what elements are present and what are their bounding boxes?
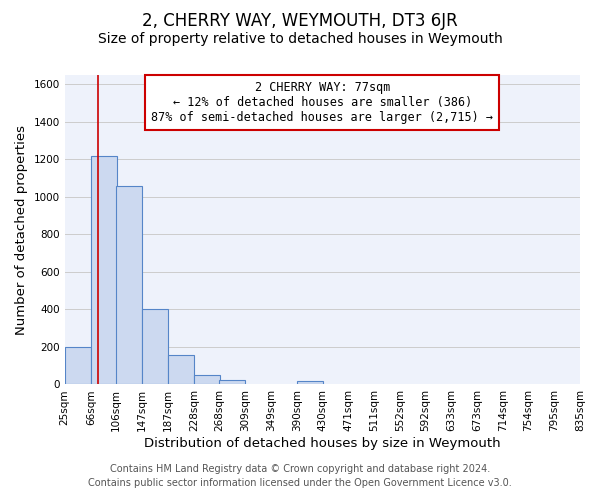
Bar (168, 356, 194, 384)
Text: Contains HM Land Registry data © Crown copyright and database right 2024.
Contai: Contains HM Land Registry data © Crown c… (88, 464, 512, 487)
Bar (65, 347, 91, 385)
Y-axis label: Number of detached properties: Number of detached properties (15, 124, 28, 334)
Text: 2, CHERRY WAY, WEYMOUTH, DT3 6JR: 2, CHERRY WAY, WEYMOUTH, DT3 6JR (142, 12, 458, 30)
Text: Size of property relative to detached houses in Weymouth: Size of property relative to detached ho… (98, 32, 502, 46)
Bar (91, 156, 117, 384)
Bar (142, 310, 169, 384)
Text: 2 CHERRY WAY: 77sqm
← 12% of detached houses are smaller (386)
87% of semi-detac: 2 CHERRY WAY: 77sqm ← 12% of detached ho… (151, 81, 493, 124)
Bar (194, 375, 220, 384)
Bar (116, 186, 142, 384)
Bar (219, 380, 245, 384)
X-axis label: Distribution of detached houses by size in Weymouth: Distribution of detached houses by size … (144, 437, 500, 450)
Bar (297, 380, 323, 384)
